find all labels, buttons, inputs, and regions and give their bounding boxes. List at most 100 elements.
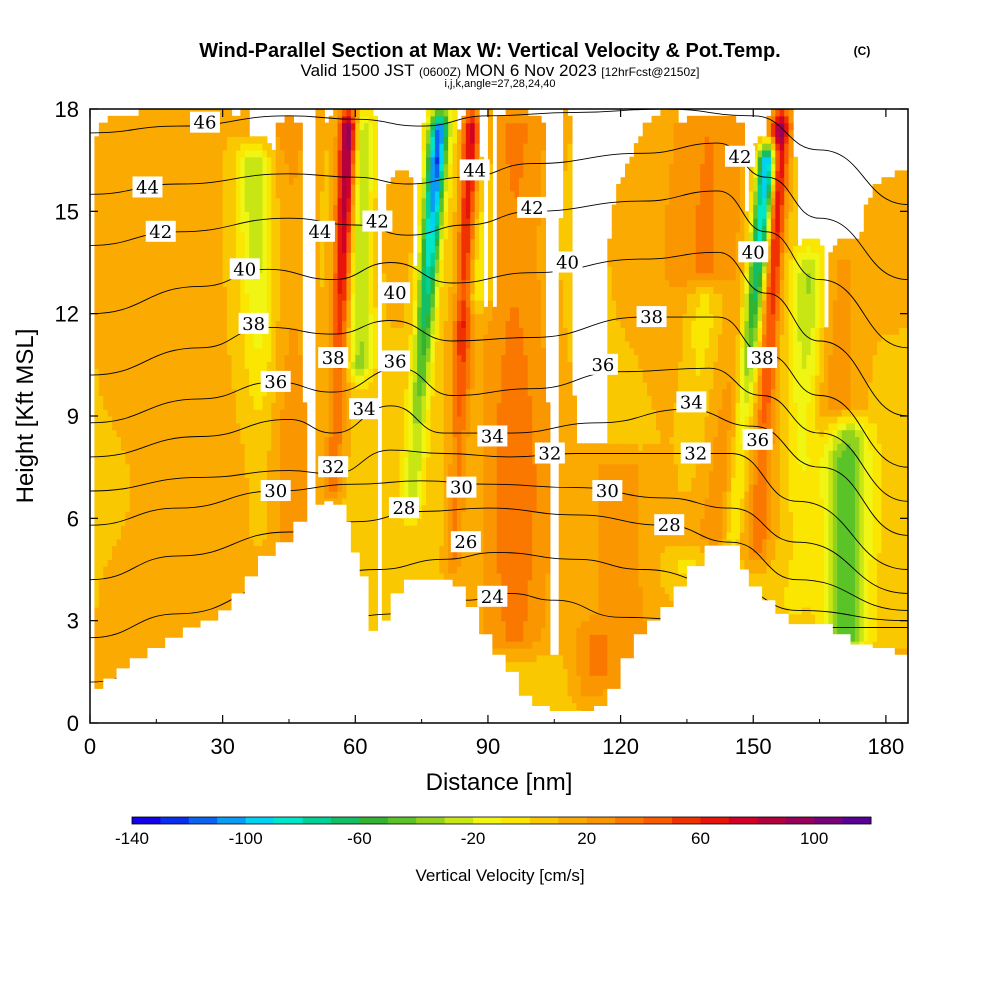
velocity-cell: [753, 300, 759, 315]
velocity-cell: [465, 109, 471, 117]
velocity-cell: [881, 334, 887, 663]
velocity-cell: [112, 115, 118, 431]
velocity-cell: [434, 109, 440, 117]
velocity-cell: [532, 661, 538, 723]
velocity-cell: [412, 334, 418, 383]
velocity-cell: [766, 184, 772, 192]
velocity-cell: [355, 368, 361, 376]
velocity-cell: [709, 115, 715, 144]
velocity-cell: [456, 354, 463, 417]
velocity-cell: [810, 375, 816, 615]
velocity-cell: [403, 511, 409, 526]
velocity-cell: [567, 361, 573, 697]
velocity-cell: [775, 122, 781, 137]
velocity-cell: [709, 286, 715, 315]
velocity-cell: [894, 334, 900, 649]
velocity-cell: [837, 429, 843, 444]
velocity-cell: [381, 272, 387, 649]
velocity-cell: [598, 634, 604, 676]
velocity-cell: [655, 443, 661, 723]
velocity-cell: [806, 238, 812, 247]
velocity-cell: [355, 224, 361, 356]
velocity-cell: [412, 381, 418, 424]
velocity-cell: [364, 368, 370, 376]
velocity-cell: [704, 347, 710, 417]
velocity-cell: [235, 422, 241, 615]
velocity-cell: [757, 170, 763, 185]
velocity-cell: [770, 109, 776, 117]
velocity-cell: [333, 361, 339, 492]
velocity-cell: [770, 218, 776, 240]
svg-text:36: 36: [591, 355, 614, 376]
velocity-cell: [837, 422, 843, 431]
velocity-cell: [523, 122, 529, 144]
velocity-cell: [770, 149, 776, 158]
velocity-cell: [350, 149, 356, 165]
velocity-cell: [174, 109, 180, 723]
velocity-cell: [403, 300, 409, 390]
velocity-cell: [355, 354, 361, 369]
grid-indices: i,j,k,angle=27,28,24,40: [444, 78, 555, 90]
velocity-cell: [647, 395, 653, 444]
velocity-cell: [731, 115, 737, 281]
velocity-cell: [770, 204, 776, 219]
velocity-cell: [244, 368, 250, 478]
velocity-cell: [757, 306, 763, 322]
velocity-cell: [328, 115, 334, 281]
velocity-cell: [98, 579, 104, 723]
velocity-cell: [536, 641, 542, 656]
contour-label: 34: [349, 398, 380, 420]
velocity-cell: [770, 354, 776, 390]
velocity-cell: [616, 320, 622, 444]
velocity-cell: [527, 395, 533, 581]
velocity-cell: [739, 272, 745, 308]
svg-text:40: 40: [556, 253, 579, 274]
velocity-cell: [452, 293, 458, 322]
velocity-cell: [527, 647, 533, 663]
velocity-cell: [452, 109, 458, 144]
velocity-cell: [616, 184, 622, 322]
velocity-cell: [430, 231, 436, 253]
velocity-cell: [434, 204, 440, 212]
velocity-cell: [828, 422, 834, 438]
velocity-cell: [474, 300, 480, 315]
velocity-cell: [253, 347, 259, 410]
velocity-cell: [682, 545, 688, 560]
velocity-cell: [775, 143, 781, 151]
colorbar-tick-label: -100: [229, 829, 263, 848]
contour-labels: 24 26 28 28 30 30 30 32 32 32 34 34 34 36 36 36 36 38 38 38…: [132, 111, 778, 608]
velocity-cell: [364, 375, 370, 390]
velocity-cell: [788, 211, 794, 260]
velocity-cell: [328, 491, 334, 499]
velocity-cell: [439, 177, 445, 192]
velocity-cell: [443, 190, 449, 212]
velocity-cell: [735, 334, 741, 403]
velocity-cell: [434, 340, 440, 670]
velocity-cell: [359, 109, 365, 117]
velocity-cell: [779, 279, 785, 335]
velocity-cell: [368, 313, 374, 369]
velocity-cell: [253, 156, 259, 281]
velocity-cell: [788, 559, 794, 615]
velocity-cell: [227, 136, 233, 356]
velocity-cell: [766, 218, 772, 233]
velocity-cell: [532, 641, 538, 663]
velocity-cell: [395, 327, 401, 649]
velocity-cell: [594, 613, 600, 635]
contour-label: 32: [534, 442, 565, 465]
velocity-cell: [819, 327, 825, 383]
velocity-cell: [426, 170, 432, 192]
velocity-cell: [474, 218, 480, 260]
velocity-cell: [832, 422, 838, 431]
velocity-cell: [594, 675, 600, 697]
velocity-cell: [350, 252, 356, 294]
velocity-cell: [151, 109, 157, 723]
velocity-cell: [872, 184, 878, 356]
colorbar-tick-label: -60: [347, 829, 372, 848]
velocity-cell: [598, 463, 604, 635]
velocity-cell: [262, 149, 268, 158]
velocity-cell: [748, 327, 754, 349]
velocity-cell: [890, 334, 896, 656]
velocity-cell: [448, 463, 454, 574]
velocity-cell: [258, 272, 264, 349]
